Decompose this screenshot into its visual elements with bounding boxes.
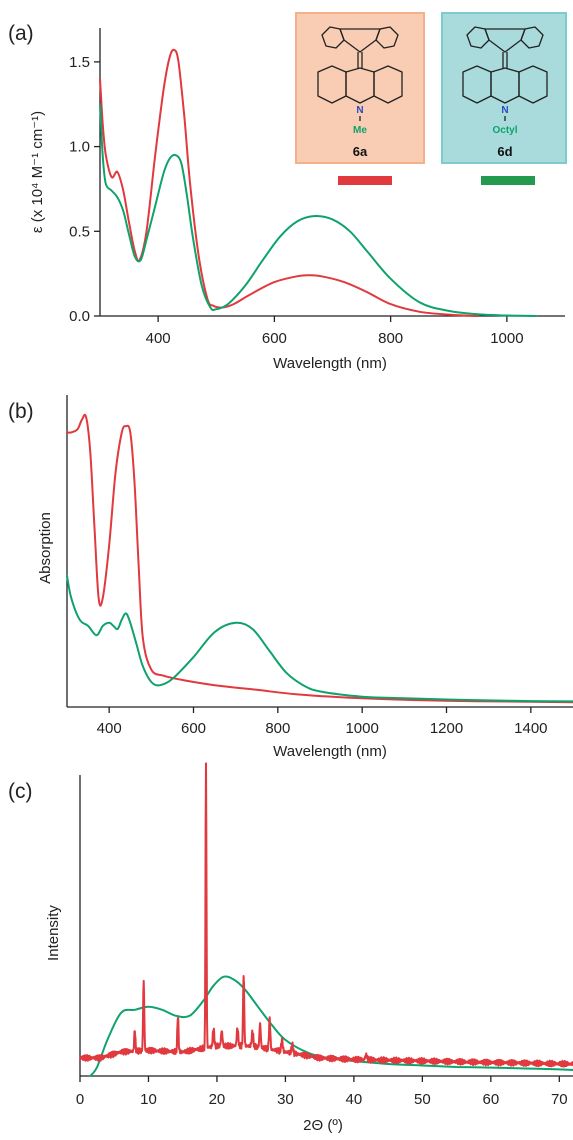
inset-6a-box: [295, 12, 425, 164]
panel-a: (a) 400 600 800 1000 0.0 0.5 1.0 1.5 Wavelength…: [8, 12, 567, 372]
panel-c-ticks: 0 10 20 30 40 50 60 70: [76, 1076, 568, 1108]
x-tick-label: 1000: [345, 720, 378, 737]
panel-c-x-axis-label: 2Θ (º): [303, 1117, 343, 1134]
inset-6d-box: [441, 12, 567, 164]
panel-b-curves: [66, 413, 573, 704]
x-tick-label: 60: [482, 1091, 499, 1108]
molecule-6d-icon: N: [462, 26, 548, 121]
x-tick-label: 1000: [490, 330, 523, 347]
panel-label-b: (b): [8, 400, 34, 423]
panel-a-curves: [99, 48, 537, 317]
inset-6d-label: 6d: [497, 144, 512, 159]
panel-b-x-axis-label: Wavelength (nm): [273, 743, 387, 760]
x-tick-label: 600: [181, 720, 206, 737]
series-red-line: [66, 413, 573, 704]
series-red-line: [79, 762, 573, 1068]
x-tick-label: 50: [414, 1091, 431, 1108]
substituent-6a: Me: [353, 125, 367, 136]
panel-c: (c) 0 10 20 30 40 50 60 70 2Θ (º) Intensity: [8, 762, 573, 1134]
x-tick-label: 800: [265, 720, 290, 737]
n-label-6d: N: [501, 105, 508, 116]
y-tick-label: 1.0: [69, 139, 90, 156]
inset-6d: N Octyl 6d: [441, 12, 567, 185]
panel-c-y-axis-label: Intensity: [45, 905, 62, 961]
x-tick-label: 0: [76, 1091, 84, 1108]
x-tick-label: 20: [209, 1091, 226, 1108]
x-tick-label: 800: [378, 330, 403, 347]
panel-c-curves: [79, 762, 573, 1077]
x-tick-label: 30: [277, 1091, 294, 1108]
x-tick-label: 1200: [430, 720, 463, 737]
y-tick-label: 1.5: [69, 54, 90, 71]
series-green-line: [99, 103, 537, 317]
series-green-line: [66, 575, 573, 703]
substituent-6d: Octyl: [492, 125, 517, 136]
y-tick-label: 0.5: [69, 223, 90, 240]
x-tick-label: 400: [97, 720, 122, 737]
y-tick-label: 0.0: [69, 308, 90, 325]
x-tick-label: 70: [551, 1091, 568, 1108]
panel-b-y-axis-label: Absorption: [37, 512, 54, 584]
series-red-line: [99, 48, 479, 317]
inset-6a-label: 6a: [353, 144, 368, 159]
x-tick-label: 10: [140, 1091, 157, 1108]
x-tick-label: 1400: [514, 720, 547, 737]
molecule-6a-icon: N: [317, 26, 403, 121]
panel-b-ticks: 400 600 800 1000 1200 1400: [97, 707, 548, 737]
panel-b: (b) 400 600 800 1000 1200 1400 Wavelength (nm…: [8, 395, 573, 760]
x-tick-label: 40: [346, 1091, 363, 1108]
panel-label-c: (c): [8, 780, 33, 803]
panel-a-x-axis-label: Wavelength (nm): [273, 355, 387, 372]
x-tick-label: 600: [262, 330, 287, 347]
legend-bar-6a: [338, 176, 392, 185]
panel-a-y-axis-label: ε (x 10⁴ M⁻¹ cm⁻¹): [29, 111, 46, 233]
inset-6a: N Me 6a: [295, 12, 425, 185]
x-tick-label: 400: [146, 330, 171, 347]
panel-label-a: (a): [8, 22, 34, 45]
legend-bar-6d: [481, 176, 535, 185]
n-label-6a: N: [356, 105, 363, 116]
panel-a-ticks: 400 600 800 1000 0.0 0.5 1.0 1.5: [69, 54, 523, 347]
